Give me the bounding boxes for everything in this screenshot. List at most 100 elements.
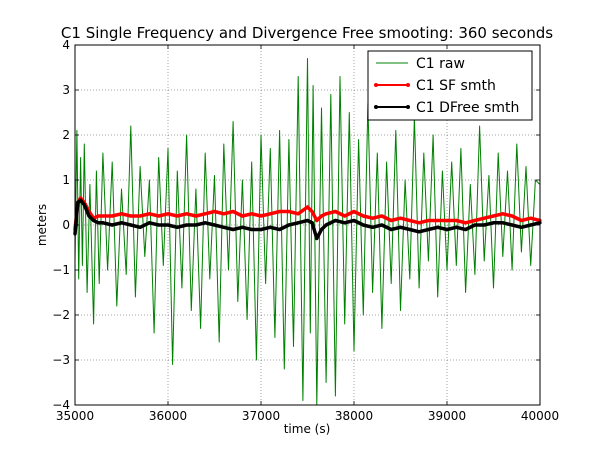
data-point-c1-sf-smth — [473, 218, 477, 223]
data-point-c1-sf-smth — [101, 214, 105, 218]
data-point-c1-dfree-smth — [78, 198, 83, 202]
data-point-c1-dfree-smth — [408, 227, 412, 232]
data-point-c1-sf-smth — [305, 205, 310, 209]
x-tick-label: 38000 — [335, 409, 373, 423]
data-point-c1-sf-smth — [203, 212, 207, 216]
data-point-c1-sf-smth — [371, 216, 375, 220]
data-point-c1-dfree-smth — [315, 236, 319, 241]
data-point-c1-dfree-smth — [96, 221, 100, 225]
data-point-c1-sf-smth — [138, 214, 142, 218]
legend-marker-c1-sf-smth — [406, 83, 410, 87]
data-point-c1-dfree-smth — [119, 221, 124, 225]
data-point-c1-sf-smth — [389, 218, 393, 223]
x-tick-label: 40000 — [521, 409, 559, 423]
data-point-c1-dfree-smth — [240, 225, 244, 229]
data-point-c1-dfree-smth — [417, 230, 421, 234]
data-point-c1-sf-smth — [417, 221, 421, 225]
data-point-c1-dfree-smth — [212, 223, 217, 227]
data-point-c1-sf-smth — [352, 209, 356, 214]
data-point-c1-sf-smth — [426, 218, 430, 223]
data-point-c1-sf-smth — [361, 214, 365, 218]
legend-marker-c1-sf-smth — [374, 83, 378, 87]
data-point-c1-dfree-smth — [361, 223, 365, 227]
data-point-c1-dfree-smth — [166, 223, 170, 227]
y-tick-label: −1 — [52, 263, 70, 277]
data-point-c1-dfree-smth — [250, 227, 254, 232]
data-point-c1-dfree-smth — [185, 223, 189, 227]
data-point-c1-dfree-smth — [519, 225, 524, 229]
data-point-c1-sf-smth — [157, 214, 161, 218]
data-point-c1-dfree-smth — [147, 221, 151, 225]
data-point-c1-sf-smth — [324, 212, 328, 216]
data-point-c1-sf-smth — [240, 214, 244, 218]
y-axis-label: meters — [35, 204, 49, 246]
data-point-c1-dfree-smth — [510, 223, 514, 227]
legend-label-c1-sf-smth: C1 SF smth — [416, 78, 496, 94]
data-point-c1-dfree-smth — [76, 200, 80, 205]
data-point-c1-sf-smth — [529, 216, 533, 220]
data-point-c1-dfree-smth — [436, 225, 440, 229]
data-point-c1-dfree-smth — [454, 225, 458, 229]
y-tick-label: 2 — [62, 128, 70, 142]
data-point-c1-dfree-smth — [110, 223, 114, 227]
data-point-c1-dfree-smth — [157, 223, 161, 227]
data-point-c1-sf-smth — [380, 214, 384, 218]
data-point-c1-dfree-smth — [129, 223, 133, 227]
data-point-c1-sf-smth — [464, 221, 468, 225]
data-point-c1-sf-smth — [194, 214, 198, 218]
data-point-c1-dfree-smth — [231, 227, 235, 232]
data-point-c1-sf-smth — [398, 216, 403, 220]
series-layer — [73, 58, 542, 406]
data-point-c1-sf-smth — [147, 212, 151, 216]
data-point-c1-sf-smth — [231, 209, 235, 214]
data-point-c1-sf-smth — [96, 214, 100, 218]
data-point-c1-dfree-smth — [268, 225, 272, 229]
data-point-c1-dfree-smth — [389, 227, 393, 232]
x-tick-label: 37000 — [242, 409, 280, 423]
data-point-c1-dfree-smth — [296, 221, 300, 225]
data-point-c1-dfree-smth — [529, 223, 533, 227]
data-point-c1-sf-smth — [296, 212, 300, 216]
legend: C1 raw C1 SF smth C1 DFree smth — [367, 50, 533, 121]
tick-layer: 35000 36000 37000 38000 39000 40000 −4 −3 −2 −1 0 1… — [52, 38, 559, 423]
data-point-c1-dfree-smth — [101, 221, 105, 225]
data-point-c1-dfree-smth — [87, 214, 91, 218]
data-point-c1-dfree-smth — [398, 225, 403, 229]
x-axis-label: time (s) — [284, 422, 331, 436]
y-tick-label: −4 — [52, 398, 70, 412]
data-point-c1-sf-smth — [222, 212, 226, 216]
data-point-c1-sf-smth — [268, 212, 272, 216]
data-point-c1-sf-smth — [501, 212, 505, 216]
y-tick-label: 3 — [62, 83, 70, 97]
legend-marker-c1-dfree-smth — [406, 105, 410, 109]
data-point-c1-sf-smth — [436, 218, 440, 223]
y-tick-label: 0 — [62, 218, 70, 232]
data-point-c1-sf-smth — [166, 212, 170, 216]
data-point-c1-sf-smth — [343, 214, 347, 218]
x-tick-label: 35000 — [56, 409, 94, 423]
data-point-c1-dfree-smth — [343, 221, 347, 225]
data-point-c1-dfree-smth — [82, 203, 86, 207]
data-point-c1-dfree-smth — [287, 223, 291, 227]
data-point-c1-sf-smth — [315, 218, 319, 223]
data-point-c1-sf-smth — [175, 214, 179, 218]
data-point-c1-sf-smth — [482, 216, 486, 220]
data-point-c1-dfree-smth — [278, 227, 282, 232]
data-point-c1-dfree-smth — [319, 227, 324, 232]
y-tick-label: 4 — [62, 38, 70, 52]
data-point-c1-sf-smth — [408, 218, 412, 223]
data-point-c1-dfree-smth — [175, 225, 179, 229]
data-point-c1-dfree-smth — [92, 218, 96, 223]
data-point-c1-dfree-smth — [473, 223, 477, 227]
legend-label-c1-raw: C1 raw — [416, 56, 465, 72]
data-point-c1-sf-smth — [445, 218, 449, 223]
data-point-c1-sf-smth — [250, 212, 254, 216]
data-point-c1-dfree-smth — [305, 218, 310, 223]
data-point-c1-dfree-smth — [482, 223, 486, 227]
data-point-c1-sf-smth — [287, 209, 291, 214]
data-point-c1-dfree-smth — [333, 218, 337, 223]
y-tick-label: 1 — [62, 173, 70, 187]
data-point-c1-dfree-smth — [194, 223, 198, 227]
